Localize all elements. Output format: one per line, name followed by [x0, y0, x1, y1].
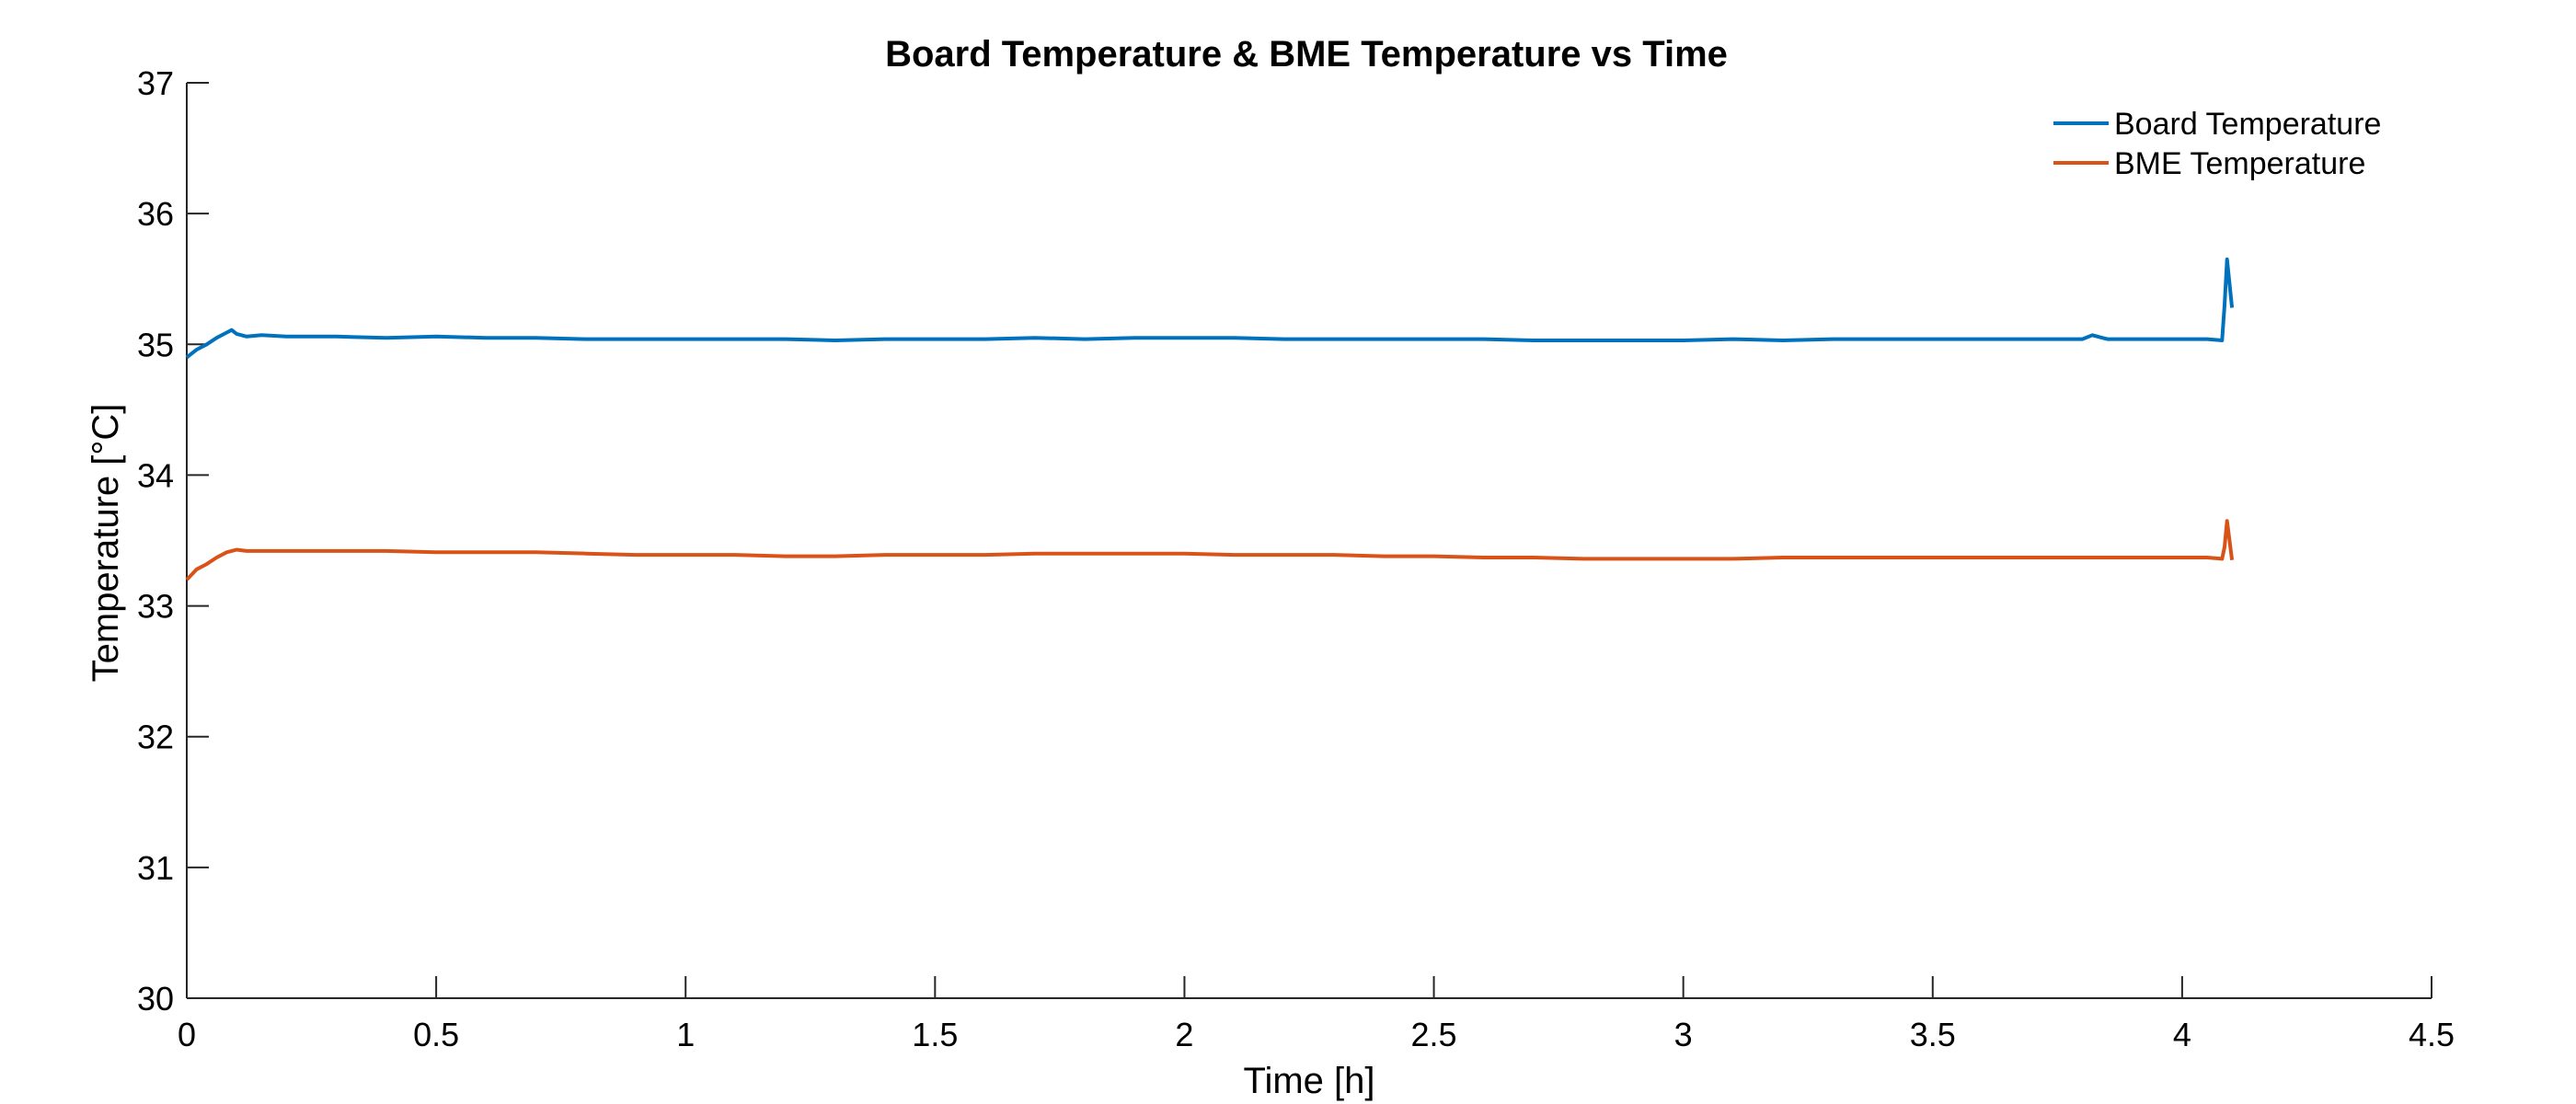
- legend-label-bme-temperature: BME Temperature: [2114, 146, 2365, 181]
- x-tick-label: 4: [2173, 1016, 2191, 1053]
- y-tick-label: 33: [137, 588, 174, 626]
- x-tick-label: 3: [1674, 1016, 1693, 1053]
- y-tick-label: 35: [137, 326, 174, 363]
- legend: Board Temperature BME Temperature: [2053, 107, 2381, 181]
- y-tick-label: 36: [137, 195, 174, 233]
- x-tick-label: 2: [1175, 1016, 1193, 1053]
- x-axis-label: Time [h]: [1244, 1061, 1375, 1101]
- x-tick-label: 4.5: [2409, 1016, 2455, 1053]
- x-tick-label: 0.5: [413, 1016, 459, 1053]
- chart-title: Board Temperature & BME Temperature vs T…: [885, 34, 1728, 75]
- y-axis-label: Temperature [°C]: [86, 404, 126, 683]
- legend-entry-board-temperature: Board Temperature: [2053, 107, 2381, 142]
- y-tick-label: 30: [137, 980, 174, 1018]
- legend-entry-bme-temperature: BME Temperature: [2053, 146, 2365, 181]
- series-lines: [185, 257, 2235, 581]
- legend-label-board-temperature: Board Temperature: [2114, 107, 2381, 142]
- x-tick-label: 0: [178, 1016, 196, 1053]
- y-tick-label: 37: [137, 64, 174, 102]
- y-ticks: 30 31 32 33 34 35 36 37: [137, 64, 209, 1018]
- series-line-board-temperature: [185, 257, 2235, 360]
- x-ticks: 0 0.5 1 1.5 2 2.5 3 3.5 4 4.5: [178, 976, 2455, 1053]
- y-tick-label: 34: [137, 456, 174, 494]
- x-tick-label: 3.5: [1910, 1016, 1956, 1053]
- y-tick-label: 31: [137, 849, 174, 887]
- x-tick-label: 1.5: [912, 1016, 958, 1053]
- x-tick-label: 2.5: [1411, 1016, 1457, 1053]
- series-line-bme-temperature: [185, 519, 2235, 581]
- plot-area: 0 0.5 1 1.5 2 2.5 3 3.5 4 4.5 30 31 32 33 34 35 36 37: [137, 64, 2455, 1053]
- x-tick-label: 1: [676, 1016, 695, 1053]
- y-tick-label: 32: [137, 719, 174, 756]
